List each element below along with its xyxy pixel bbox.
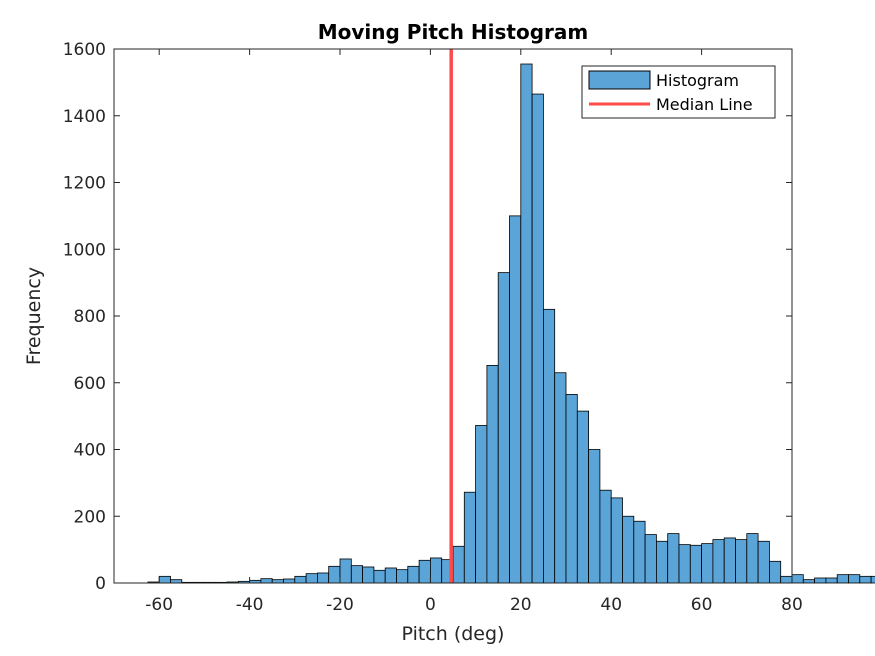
x-axis-ticks: -60 -40 -20 0 20 40 60 80 [145,49,803,615]
histogram-bar [463,491,476,584]
x-tick-label: 20 [510,595,532,615]
histogram-bar [757,540,770,584]
histogram-bar [158,575,171,584]
y-axis-ticks: 0 200 400 600 800 1000 1200 1400 1600 [63,40,792,594]
histogram-bar [712,539,725,584]
y-tick-label: 800 [74,307,106,327]
histogram-bar [350,565,363,584]
histogram-bar [509,215,522,584]
histogram-bar [735,539,748,584]
histogram-bar [588,449,601,584]
histogram-bar [859,575,872,584]
legend-entry-median: Median Line [656,95,753,114]
histogram-bar [543,308,556,584]
histogram-bar [769,560,782,584]
histogram-bar [283,578,296,584]
histogram-bar [554,372,567,584]
histogram-bar [339,558,352,584]
histogram-bar [407,565,420,584]
histogram-bar [418,559,431,584]
histogram-bar [836,574,849,584]
histogram-bar [825,577,838,584]
histogram-bar [802,579,815,584]
x-axis-label: Pitch (deg) [402,623,505,645]
y-tick-label: 600 [74,374,106,394]
y-tick-label: 1200 [63,174,106,194]
y-tick-label: 0 [95,574,106,594]
x-tick-label: 60 [691,595,713,615]
histogram-bar [701,543,714,584]
y-tick-label: 1000 [63,240,106,260]
histogram-bar [848,574,861,584]
histogram-bar [746,533,759,584]
histogram-bar [170,579,183,584]
histogram-bar [486,364,499,584]
histogram-bar [689,544,702,584]
histogram-bar [452,545,465,584]
histogram-bar [610,497,623,584]
histogram-bar [656,540,669,584]
histogram-bar [678,544,691,584]
histogram-bar [576,410,589,584]
histogram-bar [294,575,307,584]
histogram-bar [870,575,875,584]
histogram-bar [373,569,386,584]
histogram-bar [531,93,544,584]
histogram-bar [565,394,578,584]
histogram-bar [599,489,612,584]
histogram-bar [384,567,397,584]
histogram-bar [667,533,680,584]
x-tick-label: 80 [781,595,803,615]
y-tick-label: 1400 [63,107,106,127]
x-tick-label: -60 [145,595,173,615]
histogram-bar [814,577,827,584]
legend: Histogram Median Line [581,65,776,119]
histogram-bar [497,272,510,584]
histogram-bar [396,569,409,584]
histogram-bar [271,579,284,584]
x-tick-label: -20 [326,595,354,615]
plot-area [114,49,792,583]
chart-title: Moving Pitch Histogram [318,20,589,44]
histogram-bar [723,537,736,584]
histogram-bar [305,573,318,584]
histogram-bar [622,515,635,584]
legend-entry-histogram: Histogram [656,71,739,90]
histogram-bar [328,565,341,584]
histogram-bar [429,557,443,584]
histogram-bar [644,534,657,584]
histogram-bar [780,575,793,584]
x-tick-label: 0 [425,595,436,615]
histogram-bar [520,63,533,584]
y-tick-label: 1600 [63,40,106,60]
histogram-bar [633,520,646,584]
histogram-bar [260,578,273,584]
histogram-bar [362,566,375,584]
histogram-bar [316,572,330,584]
histogram-bars [147,63,875,584]
y-tick-label: 200 [74,507,106,527]
histogram-bar [791,574,804,584]
x-tick-label: 40 [600,595,622,615]
y-axis-label: Frequency [23,267,45,365]
histogram-bar [475,425,488,584]
x-tick-label: -40 [236,595,264,615]
legend-histogram-swatch [588,70,651,90]
y-tick-label: 400 [74,441,106,461]
